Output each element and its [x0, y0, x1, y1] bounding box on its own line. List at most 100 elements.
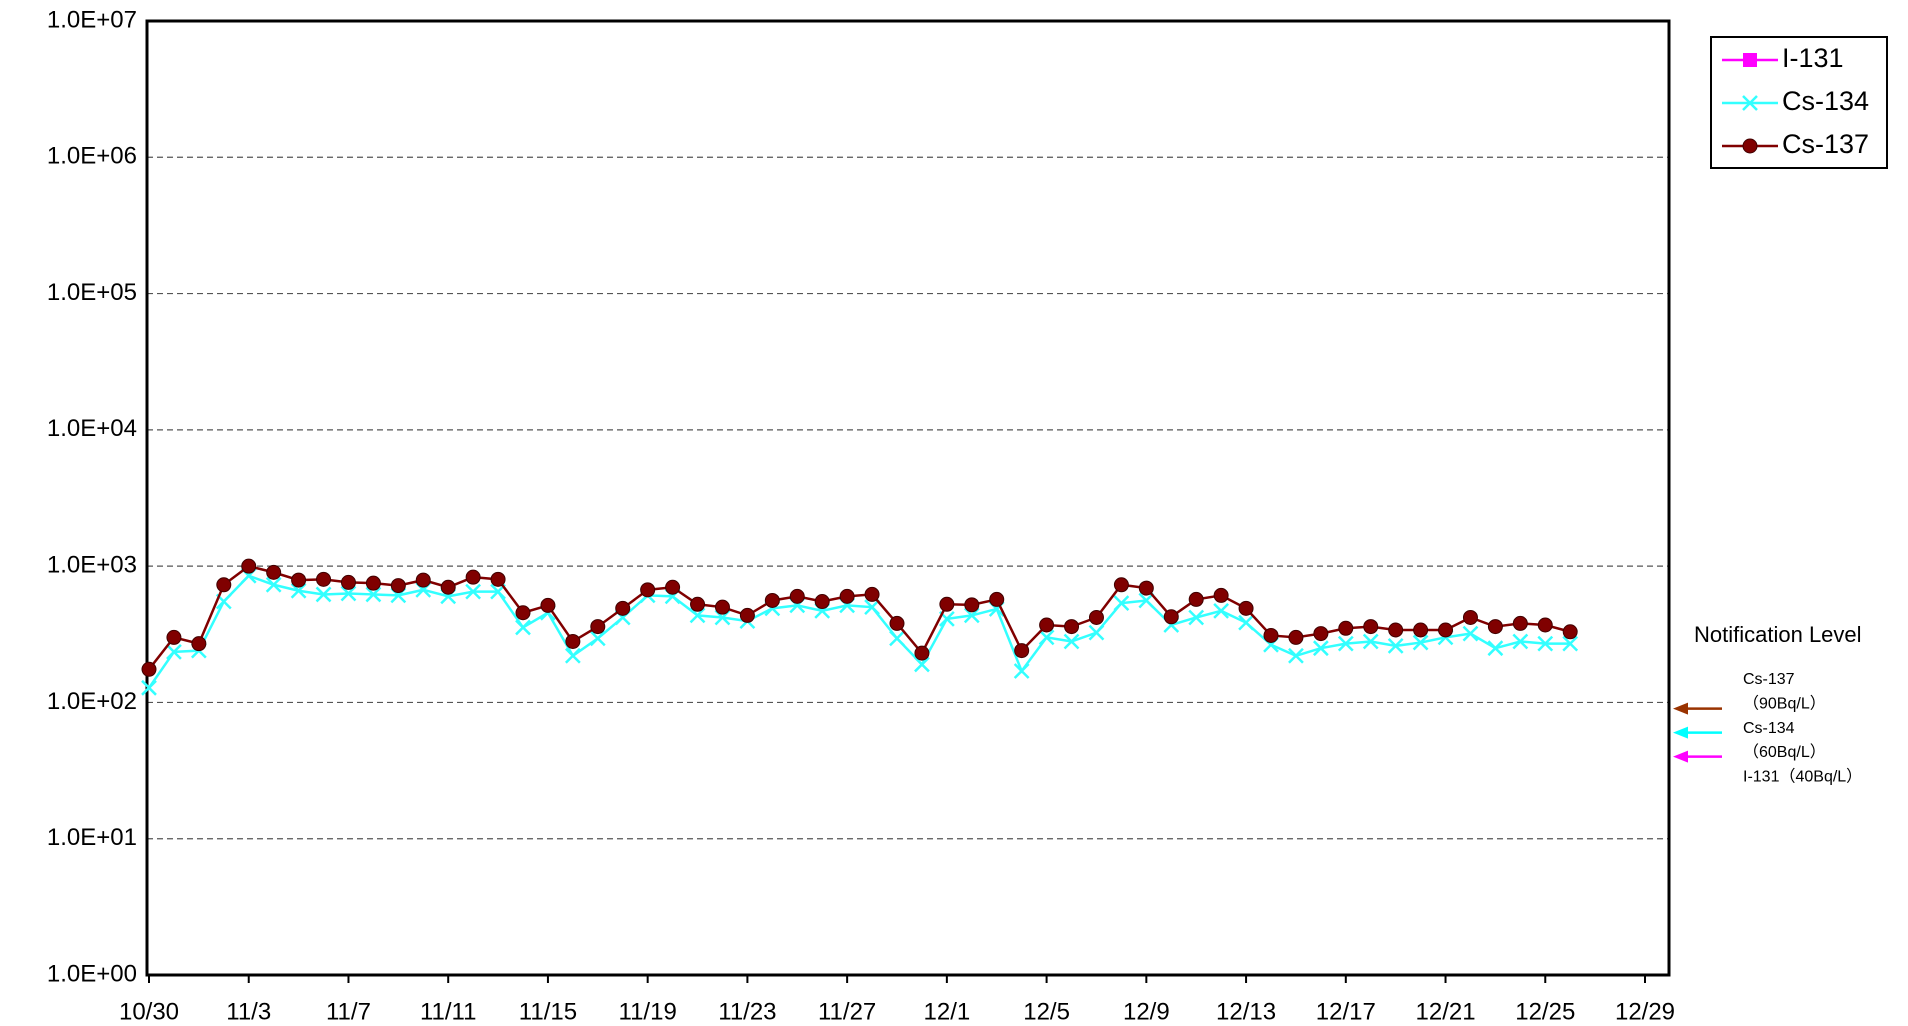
- x-tick-label: 12/5: [1023, 998, 1070, 1025]
- point: [1113, 595, 1130, 612]
- point: [465, 569, 481, 585]
- notification-label: （60Bq/L）: [1743, 743, 1826, 761]
- point: [490, 571, 506, 587]
- point: [540, 597, 556, 613]
- point: [1238, 600, 1254, 616]
- point: [1387, 637, 1404, 654]
- point: [291, 572, 307, 588]
- point: [1288, 647, 1304, 664]
- x-tick-label: 11/3: [226, 998, 271, 1025]
- point: [316, 571, 332, 587]
- y-tick-label: 1.0E+00: [47, 960, 137, 987]
- x-tick-label: 10/30: [119, 998, 179, 1025]
- x-tick-label: 12/29: [1615, 998, 1675, 1025]
- point: [1338, 620, 1354, 636]
- legend-marker: [1742, 95, 1758, 111]
- point: [440, 579, 456, 595]
- notification-label: I-131（40Bq/L）: [1743, 767, 1862, 785]
- point: [864, 586, 880, 602]
- y-tick-label: 1.0E+03: [47, 551, 137, 578]
- point: [1088, 609, 1104, 625]
- point: [1313, 626, 1329, 642]
- point: [964, 597, 980, 613]
- point: [1512, 633, 1529, 650]
- x-tick-label: 12/17: [1316, 998, 1376, 1025]
- point: [1337, 635, 1354, 652]
- y-tick-label: 1.0E+06: [47, 143, 137, 170]
- point: [340, 585, 357, 602]
- point: [1038, 629, 1055, 646]
- point: [1063, 633, 1080, 650]
- notification-label: Cs-134: [1743, 720, 1795, 737]
- y-tick-label: 1.0E+01: [47, 824, 137, 851]
- point: [1562, 624, 1578, 640]
- series-line: [148, 564, 1571, 671]
- point: [789, 588, 805, 604]
- point: [640, 582, 656, 598]
- point: [1388, 622, 1404, 638]
- x-tick-label: 11/27: [818, 998, 876, 1025]
- notification-arrowhead: [1673, 726, 1688, 739]
- point: [565, 633, 581, 649]
- point: [365, 575, 381, 591]
- point: [515, 605, 531, 621]
- point: [265, 576, 282, 593]
- point: [1487, 640, 1504, 657]
- point: [1013, 663, 1030, 679]
- point: [241, 558, 257, 574]
- notification-arrowhead: [1673, 750, 1688, 763]
- point: [889, 615, 905, 631]
- point: [515, 619, 531, 636]
- legend-label: Cs-134: [1782, 86, 1869, 116]
- point: [141, 661, 157, 677]
- notification-arrowhead: [1673, 702, 1688, 715]
- point: [889, 630, 905, 647]
- series-line: [147, 574, 1571, 689]
- point: [963, 607, 980, 624]
- point: [989, 591, 1005, 607]
- x-tick-label: 12/13: [1216, 998, 1276, 1025]
- point: [1562, 635, 1579, 652]
- point: [315, 586, 332, 603]
- point: [590, 619, 606, 635]
- x-tick-label: 11/11: [420, 998, 477, 1025]
- point: [141, 679, 157, 696]
- point: [1163, 609, 1179, 625]
- point: [365, 586, 382, 603]
- point: [739, 607, 755, 623]
- point: [1014, 643, 1030, 659]
- point: [1412, 634, 1429, 651]
- x-tick-label: 12/25: [1515, 998, 1575, 1025]
- point: [864, 599, 880, 616]
- point: [465, 583, 482, 600]
- legend-label: I-131: [1782, 43, 1844, 73]
- point: [714, 599, 730, 615]
- point: [564, 647, 581, 664]
- point: [1438, 622, 1454, 638]
- point: [266, 564, 282, 580]
- x-tick-label: 11/23: [718, 998, 776, 1025]
- point: [1363, 619, 1379, 635]
- legend-marker: [1743, 53, 1757, 67]
- point: [1537, 617, 1553, 633]
- point: [290, 582, 307, 599]
- notification-label: （90Bq/L）: [1743, 695, 1826, 713]
- point: [939, 596, 955, 612]
- x-tick-label: 11/19: [619, 998, 677, 1025]
- point: [1362, 633, 1379, 650]
- legend-marker: [1742, 138, 1758, 154]
- y-tick-label: 1.0E+05: [47, 279, 137, 306]
- point: [1263, 627, 1279, 643]
- legend-label: Cs-137: [1782, 129, 1869, 159]
- point: [390, 578, 406, 594]
- point: [914, 645, 930, 661]
- point: [1462, 625, 1479, 642]
- x-tick-label: 11/15: [519, 998, 577, 1025]
- point: [1213, 602, 1230, 619]
- point: [1188, 609, 1205, 626]
- y-tick-label: 1.0E+04: [47, 415, 137, 442]
- point: [1138, 580, 1154, 596]
- point: [1213, 587, 1229, 603]
